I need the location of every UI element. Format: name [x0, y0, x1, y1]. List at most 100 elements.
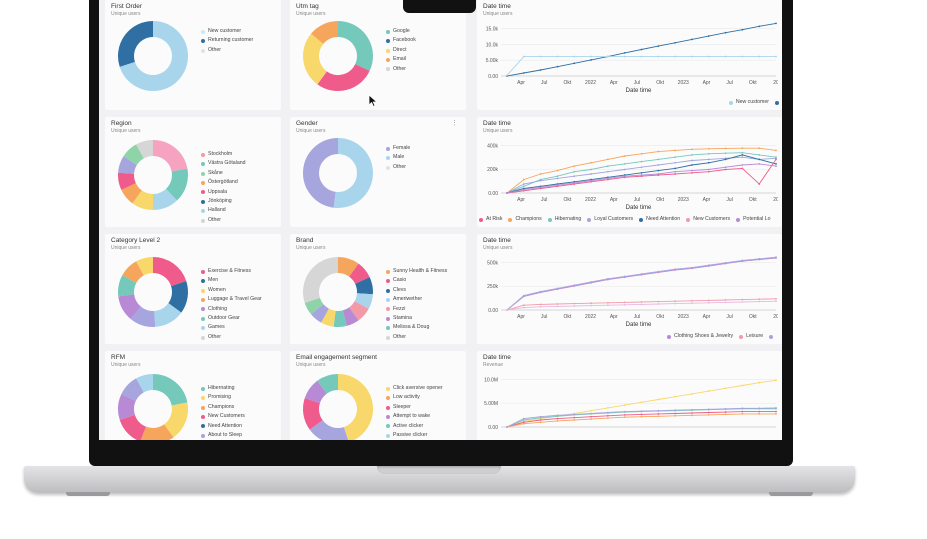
series-point[interactable]	[590, 55, 592, 58]
series-point[interactable]	[741, 28, 744, 31]
series-point[interactable]	[606, 417, 609, 420]
donut-slice[interactable]	[333, 138, 373, 208]
series-point[interactable]	[640, 171, 643, 174]
series-point[interactable]	[775, 379, 777, 382]
segment-card[interactable]: First Order Unique users New customer Retur…	[105, 0, 281, 110]
series-point[interactable]	[640, 301, 643, 303]
legend-item[interactable]: Stockholm	[201, 150, 246, 159]
series-point[interactable]	[775, 55, 777, 58]
legend-item[interactable]: Casio	[386, 276, 447, 285]
donut-slice[interactable]	[153, 302, 182, 327]
series-point[interactable]	[640, 303, 643, 306]
segment-card[interactable]: Region Unique users Stockholm Västra Götala…	[105, 117, 281, 227]
legend-item[interactable]: Other	[386, 333, 447, 342]
legend-item[interactable]: Hibernating	[201, 384, 245, 393]
donut-slice[interactable]	[303, 398, 323, 430]
series-point[interactable]	[640, 413, 643, 416]
series-point[interactable]	[556, 305, 559, 308]
series-point[interactable]	[539, 55, 542, 58]
series-point[interactable]	[556, 303, 559, 305]
series-point[interactable]	[741, 407, 744, 410]
series-point[interactable]	[590, 59, 592, 61]
series-point[interactable]	[522, 421, 525, 424]
timeseries-card[interactable]: Date time Unique users 0.00 250k 500k Apr Jul O…	[477, 234, 782, 344]
series-point[interactable]	[506, 426, 508, 428]
donut-slice[interactable]	[118, 156, 138, 175]
segment-card[interactable]: RFM Unique users Hibernating Promising Champ…	[105, 351, 281, 440]
series-point[interactable]	[758, 298, 761, 301]
donut-slice[interactable]	[354, 292, 373, 309]
donut-slice[interactable]	[152, 257, 187, 287]
series-point[interactable]	[741, 147, 744, 150]
series-point[interactable]	[590, 302, 592, 305]
series-point[interactable]	[640, 166, 643, 169]
series-point[interactable]	[573, 182, 576, 184]
series-point[interactable]	[590, 418, 592, 420]
series-point[interactable]	[623, 413, 626, 416]
series-point[interactable]	[707, 299, 710, 302]
series-point[interactable]	[707, 152, 710, 155]
series-point[interactable]	[590, 304, 592, 307]
series-point[interactable]	[657, 55, 660, 58]
series-point[interactable]	[539, 415, 542, 418]
donut-slice[interactable]	[311, 21, 339, 45]
legend-item[interactable]: Click aversive opener	[386, 384, 443, 393]
series-point[interactable]	[522, 188, 525, 191]
series-point[interactable]	[758, 162, 761, 165]
series-point[interactable]	[606, 406, 609, 409]
legend-item[interactable]: Champions	[201, 403, 245, 412]
series-point[interactable]	[623, 175, 626, 178]
series-point[interactable]	[657, 164, 660, 166]
series-point[interactable]	[674, 395, 677, 398]
segment-card[interactable]: Category Level 2 Unique users Exercise & F…	[105, 234, 281, 344]
series-point[interactable]	[707, 55, 710, 58]
donut-slice[interactable]	[118, 293, 142, 319]
legend-item[interactable]: Loyal Customers	[587, 215, 633, 224]
segment-card[interactable]: Email engagement segment Unique users Clic…	[290, 351, 466, 440]
series-point[interactable]	[724, 411, 727, 413]
series-point[interactable]	[657, 398, 660, 401]
series-point[interactable]	[674, 412, 677, 415]
donut-slice[interactable]	[123, 144, 145, 166]
donut-slice[interactable]	[119, 414, 147, 440]
donut-slice[interactable]	[118, 394, 137, 420]
legend-item[interactable]: Clothing Shoes & Jewelry	[667, 332, 733, 341]
series-point[interactable]	[724, 168, 727, 171]
series-point[interactable]	[657, 270, 660, 273]
series-point[interactable]	[707, 264, 710, 267]
series-point[interactable]	[775, 162, 777, 165]
series-point[interactable]	[522, 422, 525, 425]
donut-slice[interactable]	[136, 257, 154, 276]
series-point[interactable]	[623, 303, 626, 306]
donut-slice[interactable]	[118, 21, 154, 67]
series-point[interactable]	[707, 161, 710, 164]
series-point[interactable]	[640, 401, 643, 404]
series-point[interactable]	[707, 301, 710, 304]
series-point[interactable]	[573, 165, 576, 168]
series-point[interactable]	[640, 273, 643, 275]
series-point[interactable]	[741, 156, 744, 159]
series-point[interactable]	[775, 165, 777, 168]
series-point[interactable]	[674, 173, 677, 175]
series-point[interactable]	[724, 407, 727, 410]
series-point[interactable]	[724, 261, 727, 264]
donut-slice[interactable]	[118, 172, 137, 190]
donut-slice[interactable]	[136, 140, 154, 159]
legend-item[interactable]: Sleeper	[386, 403, 443, 412]
series-point[interactable]	[707, 170, 710, 173]
donut-slice[interactable]	[118, 275, 137, 297]
series-point[interactable]	[539, 186, 542, 189]
series-point[interactable]	[556, 177, 559, 180]
series-point[interactable]	[573, 62, 576, 65]
series-point[interactable]	[758, 407, 761, 410]
series-point[interactable]	[724, 55, 727, 58]
series-point[interactable]	[539, 69, 542, 71]
legend-item[interactable]: Attempt to wake	[386, 412, 443, 421]
series-point[interactable]	[691, 414, 693, 417]
series-point[interactable]	[539, 290, 542, 293]
legend-item[interactable]: Luggage & Travel Gear	[201, 295, 262, 304]
series-point[interactable]	[556, 420, 559, 422]
series-point[interactable]	[657, 173, 660, 175]
donut-slice[interactable]	[165, 168, 188, 201]
series-point[interactable]	[556, 414, 559, 417]
